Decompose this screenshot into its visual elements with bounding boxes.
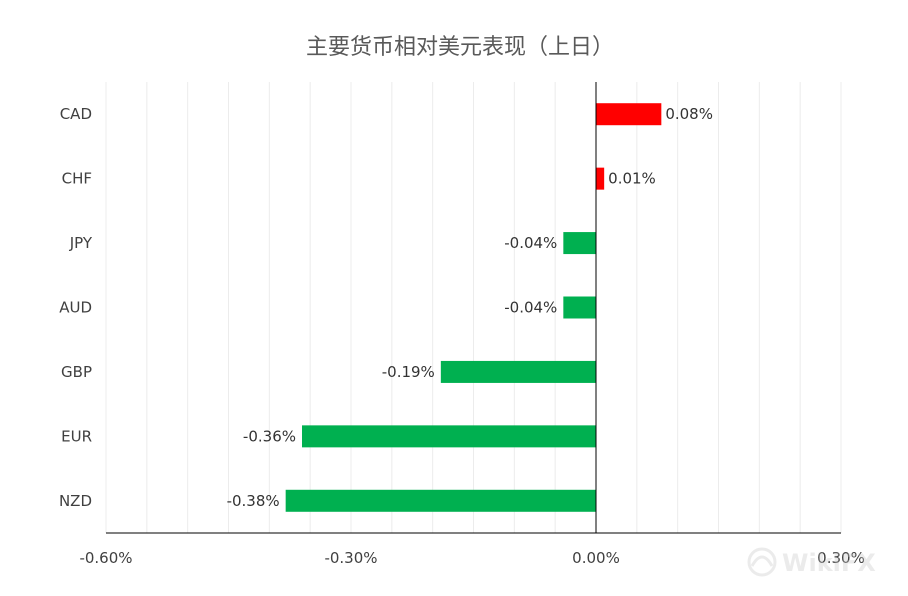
data-label: -0.38%: [227, 492, 280, 510]
category-label: CAD: [60, 105, 92, 123]
watermark: WikiFX: [747, 547, 876, 577]
data-label: -0.19%: [382, 363, 435, 381]
x-tick-label: -0.30%: [324, 549, 377, 567]
grid: [105, 82, 842, 533]
category-label: EUR: [61, 427, 92, 445]
category-label: GBP: [61, 363, 92, 381]
category-label: AUD: [59, 299, 92, 317]
bar-eur: [302, 425, 596, 448]
category-label: CHF: [62, 170, 92, 188]
data-label: -0.04%: [504, 234, 557, 252]
x-tick-label: 0.00%: [572, 549, 620, 567]
labels: CAD 0.08% CHF 0.01% JPY -0.04% AUD -0.04% GBP -0.…: [59, 105, 713, 510]
bar-aud: [563, 296, 596, 319]
bar-nzd: [285, 489, 596, 512]
axes: -0.60% -0.30% 0.00% 0.30%: [79, 82, 865, 567]
bar-cad: [596, 103, 662, 126]
category-label: NZD: [59, 492, 92, 510]
data-label: -0.36%: [243, 427, 296, 445]
bars: [285, 103, 662, 512]
watermark-logo-icon: [747, 547, 777, 577]
x-tick-label: -0.60%: [79, 549, 132, 567]
data-label: 0.08%: [665, 105, 713, 123]
watermark-text: WikiFX: [782, 549, 876, 577]
data-label: -0.04%: [504, 299, 557, 317]
bar-chf: [596, 167, 605, 190]
bar-gbp: [440, 360, 596, 383]
chart-title: 主要货币相对美元表现（上日）: [306, 35, 614, 60]
x-tick-label: 0.30%: [817, 549, 865, 567]
data-label: 0.01%: [608, 170, 656, 188]
category-label: JPY: [69, 234, 93, 252]
bar-jpy: [563, 232, 596, 255]
